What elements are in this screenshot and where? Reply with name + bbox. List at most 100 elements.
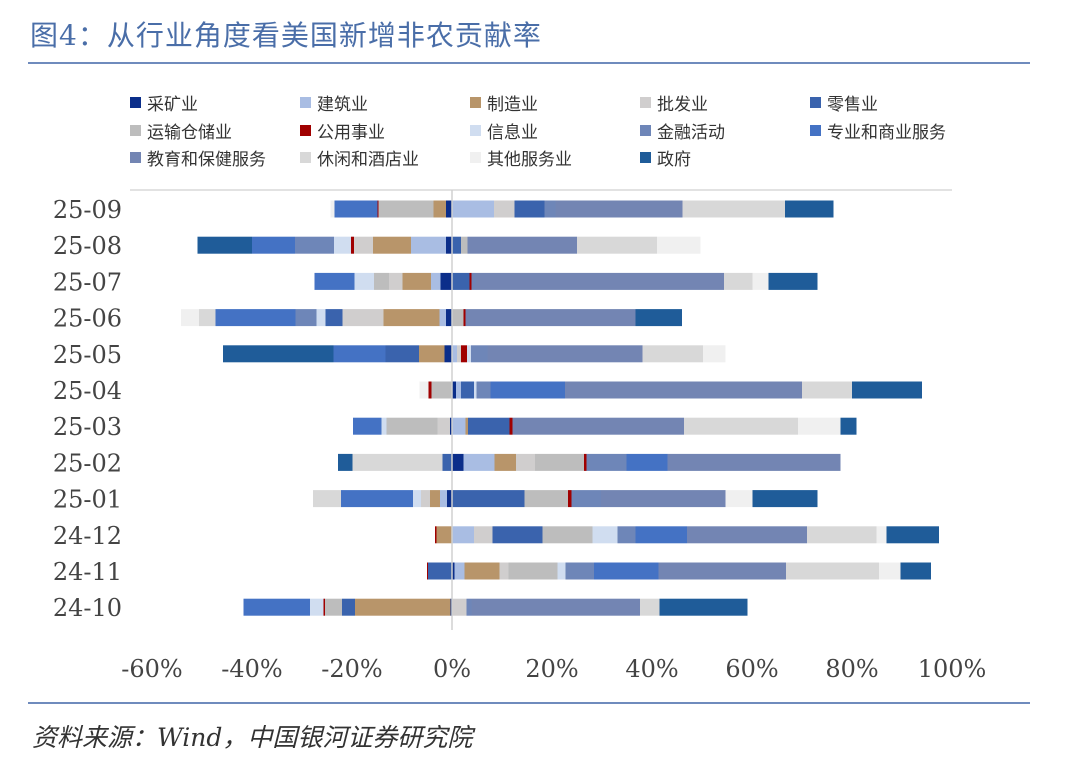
bar-segment xyxy=(724,272,753,290)
bar-segment xyxy=(413,490,421,508)
bar-segment xyxy=(452,272,470,290)
x-tick-label: 80% xyxy=(825,655,878,683)
bar-segment xyxy=(389,272,403,290)
bar-segment xyxy=(452,381,456,399)
bar-segment xyxy=(452,526,474,544)
x-tick-label: 60% xyxy=(725,655,778,683)
legend-item: 其他服务业 xyxy=(470,145,572,170)
bar-segment xyxy=(450,417,452,435)
bar-segment xyxy=(457,345,461,363)
bar-segment xyxy=(565,562,594,580)
bar-segment xyxy=(535,453,584,471)
bar-segment xyxy=(333,345,386,363)
legend-label: 政府 xyxy=(657,150,691,170)
bar-segment xyxy=(659,598,748,616)
bar-segment xyxy=(452,562,455,580)
bar-segment xyxy=(325,598,342,616)
bar-segment xyxy=(385,345,419,363)
bar-segment xyxy=(215,309,296,327)
bar-segment xyxy=(544,200,556,218)
legend-item: 信息业 xyxy=(470,118,538,143)
bar-segment xyxy=(657,236,701,254)
bar-segment xyxy=(433,200,446,218)
bar-segment xyxy=(584,453,587,471)
bar-segment xyxy=(492,526,543,544)
bar-segment xyxy=(252,236,295,254)
bar-segment xyxy=(465,309,636,327)
bar-segment xyxy=(341,490,413,508)
bar-segment xyxy=(440,272,452,290)
bar-segment xyxy=(421,490,430,508)
bar-segment xyxy=(419,345,445,363)
legend-label: 信息业 xyxy=(487,122,538,143)
bar-segment xyxy=(463,453,495,471)
bar-segment xyxy=(351,236,354,254)
legend-label: 专业和商业服务 xyxy=(827,122,946,143)
bar-segment xyxy=(430,490,440,508)
bar-segment xyxy=(687,526,807,544)
legend-label: 休闲和酒店业 xyxy=(317,150,419,170)
bar-segment xyxy=(452,417,466,435)
footer-rule xyxy=(28,702,1030,704)
bar-segment xyxy=(514,200,545,218)
bar-segment xyxy=(352,453,443,471)
legend-item: 公用事业 xyxy=(300,118,385,143)
bar-segment xyxy=(354,272,374,290)
bar-segment xyxy=(786,562,879,580)
bar-segment xyxy=(494,200,515,218)
bar-segment xyxy=(442,453,452,471)
category-label: 24-11 xyxy=(53,558,122,586)
bar-segment xyxy=(586,453,627,471)
legend-swatch xyxy=(470,97,481,108)
legend-item: 批发业 xyxy=(640,90,708,115)
bar-segment xyxy=(454,562,465,580)
bar-segment xyxy=(199,309,216,327)
bar-segment xyxy=(475,272,724,290)
legend-swatch xyxy=(470,152,481,163)
bar-segment xyxy=(330,200,335,218)
category-label: 25-09 xyxy=(53,196,122,224)
bar-segment xyxy=(452,490,525,508)
x-tick-label: 0% xyxy=(433,655,471,683)
bar-segment xyxy=(474,526,493,544)
bar-segment xyxy=(524,490,568,508)
category-label: 25-04 xyxy=(53,377,122,405)
bar-segment xyxy=(635,526,687,544)
legend-swatch xyxy=(300,97,311,108)
bar-segment xyxy=(355,598,451,616)
legend-label: 零售业 xyxy=(827,95,878,115)
x-tick-label: -40% xyxy=(221,655,282,683)
category-label: 25-08 xyxy=(53,232,122,260)
bar-segment xyxy=(447,490,452,508)
legend-swatch xyxy=(810,124,821,136)
legend-swatch xyxy=(640,152,651,163)
bar-segment xyxy=(571,490,601,508)
bar-segment xyxy=(684,417,798,435)
bar-segment xyxy=(353,417,382,435)
bar-segment xyxy=(667,453,841,471)
legend-item: 建筑业 xyxy=(300,90,368,115)
bar-segment xyxy=(601,490,726,508)
legend-label: 教育和保健服务 xyxy=(147,150,266,170)
legend-item: 休闲和酒店业 xyxy=(300,145,419,170)
bar-segment xyxy=(428,562,452,580)
bar-segment xyxy=(476,381,491,399)
bar-segment xyxy=(464,562,500,580)
bar-segment xyxy=(419,381,429,399)
legend-item: 专业和商业服务 xyxy=(810,118,946,143)
legend-label: 批发业 xyxy=(657,95,708,115)
bar-segment xyxy=(427,562,428,580)
bar-segment xyxy=(617,526,636,544)
legend-swatch xyxy=(130,152,141,163)
legend-item: 零售业 xyxy=(810,90,878,115)
bar-segment xyxy=(876,526,887,544)
bar-segment xyxy=(243,598,310,616)
bar-segment xyxy=(565,381,802,399)
legend-item: 制造业 xyxy=(470,90,538,115)
bar-segment xyxy=(446,309,452,327)
bar-segment xyxy=(640,598,660,616)
bar-segment xyxy=(323,598,325,616)
bar-segment xyxy=(494,453,516,471)
bar-segment xyxy=(310,598,324,616)
bar-segment xyxy=(635,309,682,327)
